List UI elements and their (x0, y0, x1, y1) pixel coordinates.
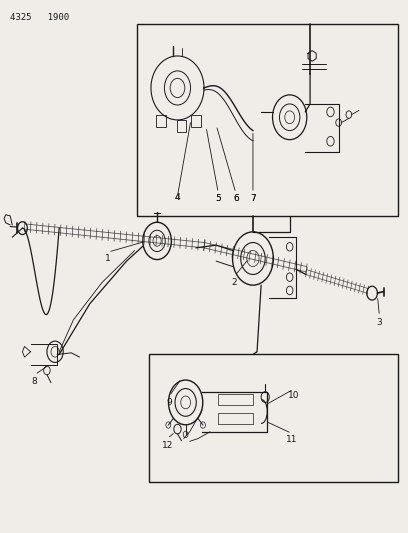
Text: 7: 7 (250, 194, 256, 203)
Bar (177, 120, 186, 132)
Text: 6: 6 (233, 194, 239, 203)
Text: 11: 11 (286, 435, 297, 444)
Text: 12: 12 (162, 441, 173, 449)
Bar (137, 24, 398, 216)
Text: 6: 6 (233, 194, 239, 203)
Text: 2: 2 (232, 278, 237, 287)
Bar (218, 394, 253, 405)
Text: 9: 9 (166, 398, 172, 407)
Text: 5: 5 (215, 194, 221, 203)
Text: 8: 8 (32, 377, 38, 385)
Bar (218, 413, 253, 424)
Text: 3: 3 (377, 318, 382, 327)
Text: 10: 10 (288, 391, 299, 400)
Bar (156, 115, 166, 127)
Text: 4325   1900: 4325 1900 (10, 13, 69, 22)
Text: 4: 4 (175, 193, 180, 201)
Text: 1: 1 (105, 254, 111, 263)
Text: 7: 7 (250, 194, 256, 203)
Bar (149, 354, 398, 482)
Text: 4: 4 (175, 193, 180, 201)
Bar (191, 115, 201, 127)
Text: 5: 5 (215, 194, 221, 203)
